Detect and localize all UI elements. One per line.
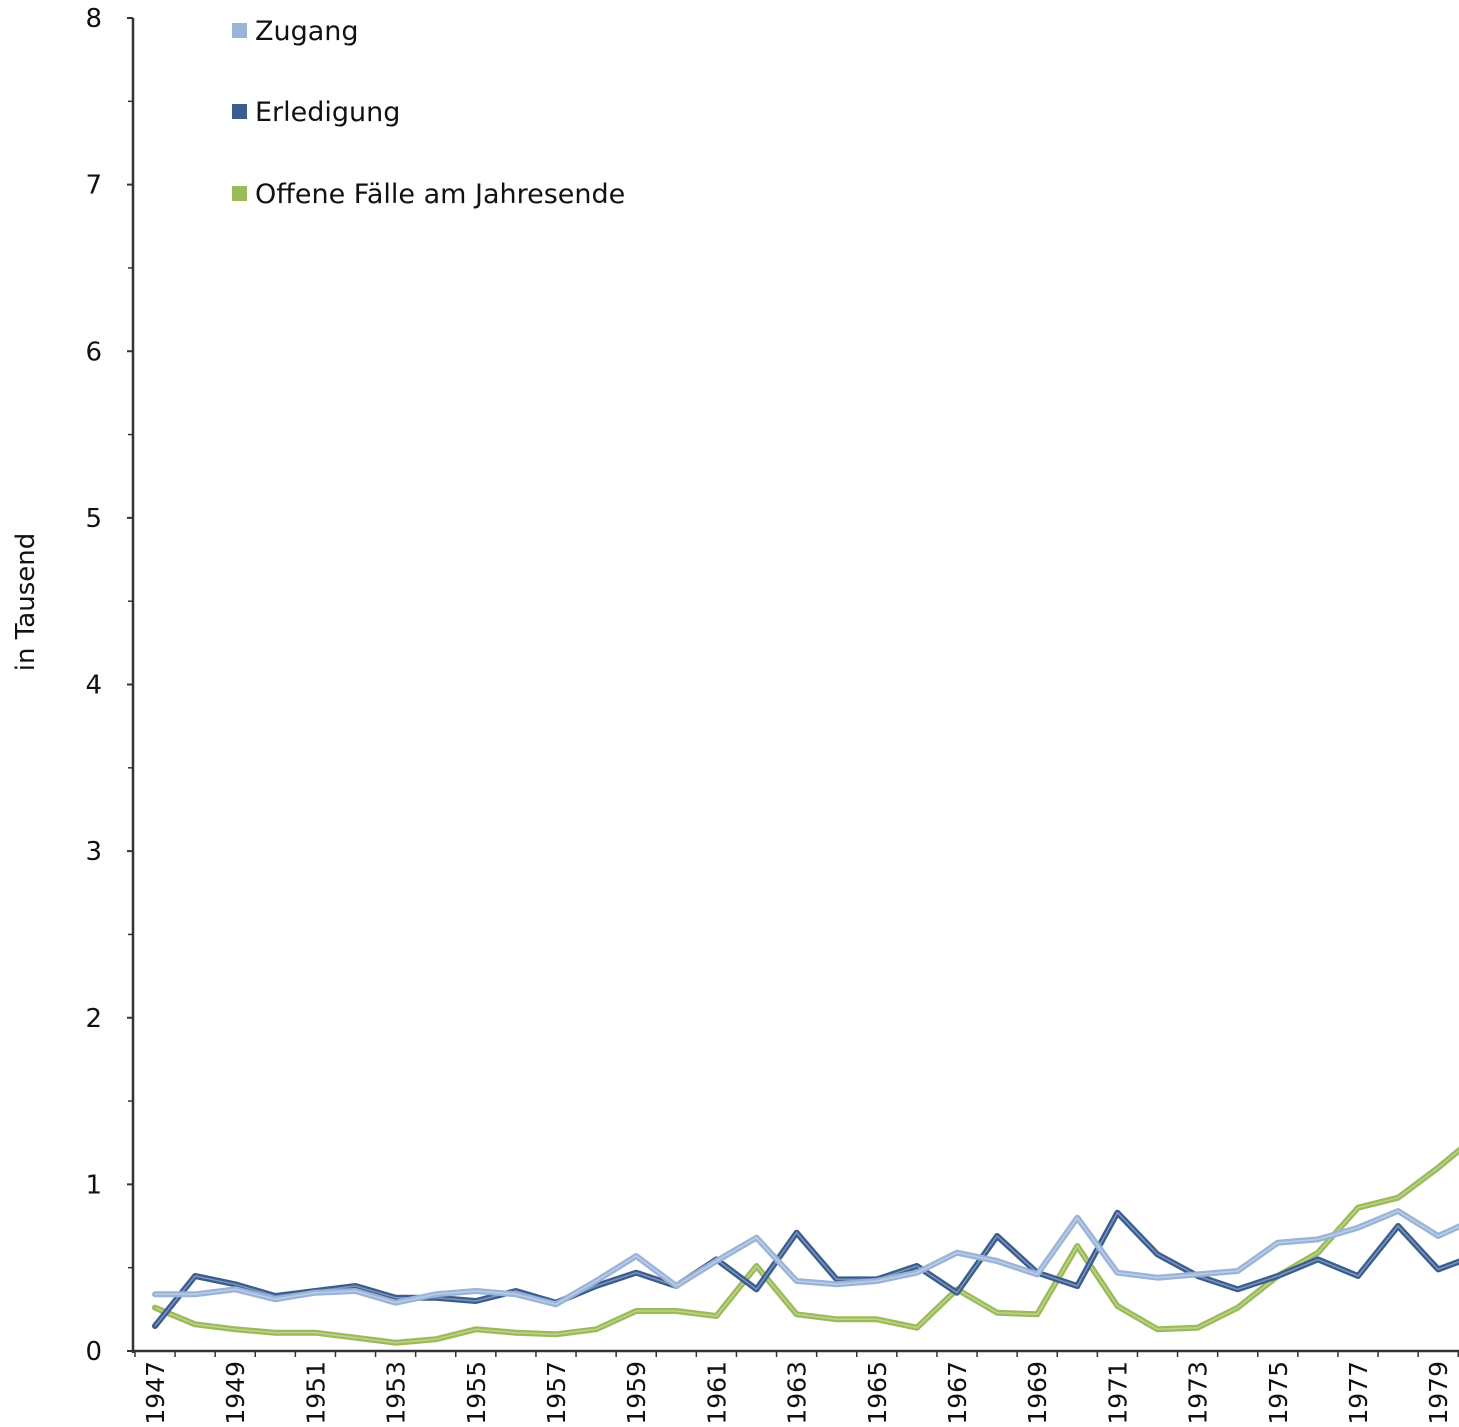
x-tick-label: 1977 bbox=[1344, 1361, 1373, 1425]
y-tick-label: 0 bbox=[85, 1337, 102, 1367]
x-tick-label: 1951 bbox=[301, 1361, 330, 1425]
series-line-highlight bbox=[154, 1211, 1459, 1327]
y-tick-label: 5 bbox=[85, 504, 102, 534]
series-line-0 bbox=[152, 1208, 1459, 1308]
series-lines bbox=[152, 1146, 1459, 1346]
y-tick-label: 7 bbox=[85, 171, 102, 201]
x-tick-label: 1967 bbox=[943, 1361, 972, 1425]
x-tick-label: 1947 bbox=[141, 1361, 170, 1425]
y-axis-title: in Tausend bbox=[11, 533, 41, 671]
legend-label: Offene Fälle am Jahresende bbox=[255, 179, 625, 210]
x-tick-label: 1955 bbox=[462, 1361, 491, 1425]
y-tick-label: 1 bbox=[85, 1170, 102, 1200]
legend-swatch bbox=[232, 186, 247, 201]
series-line-highlight bbox=[155, 1210, 1459, 1306]
x-tick-label: 1959 bbox=[622, 1361, 651, 1425]
x-tick-label: 1975 bbox=[1264, 1361, 1293, 1425]
y-tick-label: 2 bbox=[85, 1004, 102, 1034]
y-tick-label: 4 bbox=[85, 671, 102, 701]
series-line-highlight bbox=[154, 1149, 1459, 1344]
legend-label: Erledigung bbox=[255, 97, 400, 128]
x-tick-label: 1957 bbox=[542, 1361, 571, 1425]
x-tick-label: 1965 bbox=[863, 1361, 892, 1425]
x-tick-label: 1961 bbox=[702, 1361, 731, 1425]
y-tick-label: 8 bbox=[85, 4, 102, 34]
x-tick-label: 1979 bbox=[1424, 1361, 1453, 1425]
x-tick-label: 1949 bbox=[221, 1361, 250, 1425]
legend-label: Zugang bbox=[255, 16, 359, 47]
x-axis: 1947 1949 1951 1953 1955 1957 1959 1961 1963 1965… bbox=[133, 1349, 1459, 1425]
y-axis: 0 1 2 3 4 5 6 7 8 bbox=[85, 4, 135, 1367]
y-tick-label: 6 bbox=[85, 337, 102, 367]
y-tick-label: 3 bbox=[85, 837, 102, 867]
x-tick-label: 1953 bbox=[382, 1361, 411, 1425]
x-tick-label: 1969 bbox=[1023, 1361, 1052, 1425]
x-tick-label: 1963 bbox=[783, 1361, 812, 1425]
x-tick-label: 1973 bbox=[1184, 1361, 1213, 1425]
x-tick-label: 1971 bbox=[1103, 1361, 1132, 1425]
legend: Zugang Erledigung Offene Fälle am Jahresen… bbox=[232, 16, 625, 210]
series-line-1 bbox=[152, 1209, 1459, 1329]
series-line-2 bbox=[152, 1146, 1459, 1346]
legend-swatch bbox=[232, 104, 247, 119]
legend-swatch bbox=[232, 23, 247, 38]
